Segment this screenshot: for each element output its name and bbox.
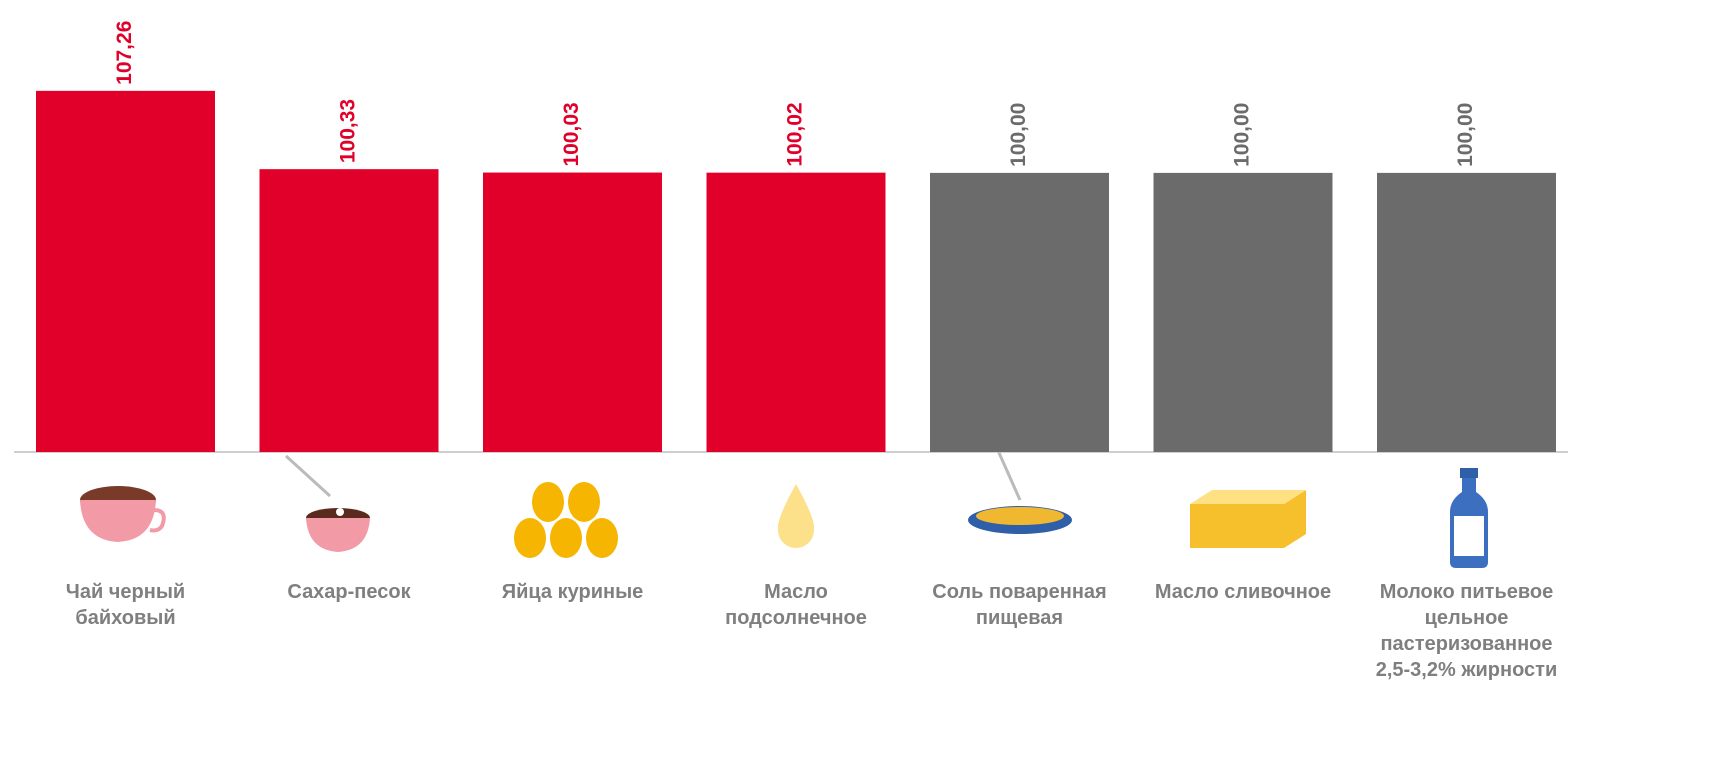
bar: [706, 172, 886, 452]
category-label: Яйца куриные: [501, 581, 644, 603]
value-label: 100,00: [1231, 103, 1254, 167]
bar: [1153, 172, 1333, 452]
category-label: Масло подсолнечное: [725, 581, 867, 629]
bar: [259, 169, 439, 452]
icons: [80, 445, 1488, 568]
value-label: 100,33: [337, 99, 360, 163]
value-label: 100,00: [1454, 103, 1477, 167]
value-label: 107,26: [113, 21, 136, 85]
bar: [930, 172, 1109, 452]
category-label: Сахар-песок: [287, 581, 411, 603]
value-label: 100,00: [1007, 103, 1030, 167]
bar: [483, 172, 662, 452]
value-label: 100,02: [784, 102, 807, 166]
category-label: Масло сливочное: [1154, 581, 1332, 603]
category-label: Чай черный байховый: [65, 581, 186, 629]
value-label: 100,03: [560, 102, 583, 166]
bar: [36, 90, 215, 453]
category-label: Соль поваренная пищевая: [932, 581, 1107, 629]
bar: [1377, 172, 1556, 452]
category-label: Молоко питьевое цельное пастеризованное …: [1375, 581, 1558, 681]
